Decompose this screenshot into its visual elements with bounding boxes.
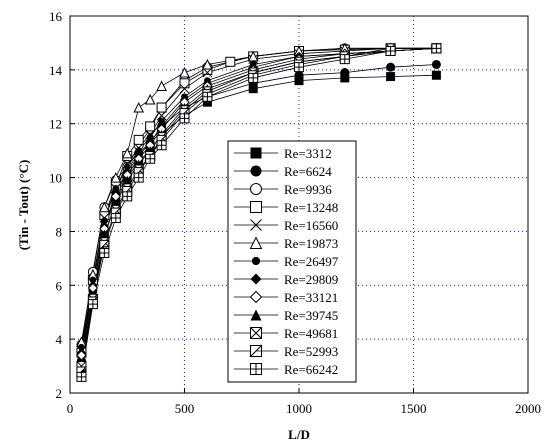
data-point-s12 bbox=[248, 72, 259, 83]
legend-marker-5 bbox=[249, 236, 263, 249]
data-point-s12 bbox=[431, 43, 442, 54]
data-point-s12 bbox=[87, 299, 98, 310]
data-point-s12 bbox=[99, 247, 110, 258]
data-point-s6 bbox=[146, 133, 154, 141]
legend-marker-6 bbox=[251, 256, 261, 266]
data-point-s12 bbox=[76, 371, 87, 382]
legend: Re=3312 Re=6624 Re=9936 Re=13248 Re=16560 Re=… bbox=[227, 140, 357, 383]
data-point-s12 bbox=[110, 212, 121, 223]
y-tick-label: 12 bbox=[49, 117, 62, 132]
legend-label-4: Re=16560 bbox=[284, 218, 338, 233]
data-point-s3 bbox=[133, 134, 144, 145]
y-tick-label: 8 bbox=[56, 224, 63, 239]
data-point-s5 bbox=[110, 171, 122, 183]
data-point-s6 bbox=[100, 217, 108, 225]
y-tick-label: 14 bbox=[49, 63, 63, 78]
data-point-s0 bbox=[340, 73, 350, 83]
data-point-s6 bbox=[78, 343, 85, 351]
data-point-s1 bbox=[294, 70, 304, 80]
data-point-s12 bbox=[339, 54, 350, 65]
x-tick-label: 500 bbox=[175, 401, 195, 416]
data-point-s0 bbox=[431, 70, 441, 80]
data-point-s9 bbox=[99, 229, 109, 239]
legend-marker-11 bbox=[249, 344, 262, 357]
y-tick-label: 6 bbox=[56, 278, 63, 293]
data-point-s4 bbox=[202, 67, 213, 78]
legend-marker-3 bbox=[250, 201, 262, 213]
data-point-s12 bbox=[294, 62, 304, 73]
legend-marker-7 bbox=[250, 273, 262, 285]
legend-label-10: Re=49681 bbox=[284, 326, 338, 341]
data-point-s6 bbox=[112, 184, 120, 192]
legend-label-3: Re=13248 bbox=[284, 200, 338, 215]
legend-label-1: Re=6624 bbox=[284, 164, 332, 179]
data-point-s1 bbox=[386, 62, 396, 72]
data-point-s5 bbox=[133, 101, 145, 113]
legend-label-0: Re=3312 bbox=[284, 146, 332, 161]
data-point-s12 bbox=[133, 172, 144, 183]
data-point-s0 bbox=[386, 72, 396, 82]
legend-label-9: Re=39745 bbox=[284, 308, 338, 323]
data-point-s3 bbox=[156, 102, 167, 113]
data-point-s4 bbox=[179, 83, 190, 94]
y-tick-label: 4 bbox=[56, 332, 63, 347]
series-line-3 bbox=[81, 47, 437, 353]
x-tick-label: 1000 bbox=[286, 401, 312, 416]
y-axis-title: (Tin - Tout) (°C) bbox=[16, 160, 31, 251]
data-point-s0 bbox=[202, 97, 212, 107]
legend-marker-12 bbox=[250, 363, 262, 375]
x-axis-title: L/D bbox=[288, 427, 310, 442]
data-point-s5 bbox=[144, 93, 156, 105]
x-tick-label: 0 bbox=[67, 401, 74, 416]
x-tick-label: 2000 bbox=[515, 401, 541, 416]
legend-label-6: Re=26497 bbox=[284, 254, 339, 269]
legend-box bbox=[227, 140, 357, 383]
data-point-s5 bbox=[179, 66, 190, 78]
legend-label-12: Re=66242 bbox=[284, 362, 338, 377]
series-markers bbox=[75, 42, 442, 382]
legend-marker-2 bbox=[250, 183, 262, 195]
data-point-s9 bbox=[122, 175, 132, 185]
data-point-s0 bbox=[248, 84, 258, 94]
legend-marker-8 bbox=[249, 290, 263, 304]
legend-marker-10 bbox=[250, 327, 262, 339]
x-tick-label: 1500 bbox=[401, 401, 427, 416]
data-point-s12 bbox=[202, 91, 213, 102]
data-point-s12 bbox=[122, 191, 133, 202]
axis-ticks: 0 500 1000 1500 2000 2 4 6 8 10 12 14 16 bbox=[49, 9, 541, 416]
legend-label-7: Re=29809 bbox=[284, 272, 338, 287]
data-point-s12 bbox=[179, 113, 190, 124]
legend-marker-9 bbox=[250, 309, 262, 321]
data-point-s6 bbox=[135, 147, 143, 155]
data-point-s3 bbox=[179, 78, 190, 89]
y-tick-label: 10 bbox=[49, 171, 62, 186]
data-point-s6 bbox=[123, 163, 131, 171]
data-point-s6 bbox=[89, 276, 97, 284]
data-point-s5 bbox=[99, 201, 110, 213]
legend-label-11: Re=52993 bbox=[284, 344, 338, 359]
data-point-s0 bbox=[294, 76, 304, 86]
y-tick-label: 16 bbox=[49, 9, 63, 24]
data-point-s3 bbox=[145, 121, 156, 132]
legend-marker-1 bbox=[250, 165, 262, 177]
legend-label-8: Re=33121 bbox=[284, 290, 338, 305]
data-point-s6 bbox=[158, 117, 165, 125]
legend-marker-0 bbox=[250, 147, 262, 159]
y-tick-label: 2 bbox=[56, 386, 63, 401]
legend-label-2: Re=9936 bbox=[284, 182, 332, 197]
data-point-s5 bbox=[247, 50, 259, 62]
data-point-s12 bbox=[156, 140, 167, 151]
legend-label-5: Re=19873 bbox=[284, 236, 338, 251]
data-point-s5 bbox=[156, 80, 167, 92]
data-point-s5 bbox=[202, 58, 213, 70]
data-point-s5 bbox=[121, 147, 133, 159]
data-point-s1 bbox=[340, 68, 350, 78]
data-point-s4 bbox=[156, 110, 167, 121]
data-point-s3 bbox=[225, 56, 236, 67]
legend-marker-4 bbox=[250, 219, 262, 231]
data-point-s1 bbox=[431, 59, 441, 69]
data-point-s12 bbox=[385, 46, 396, 57]
data-point-s12 bbox=[145, 153, 156, 164]
